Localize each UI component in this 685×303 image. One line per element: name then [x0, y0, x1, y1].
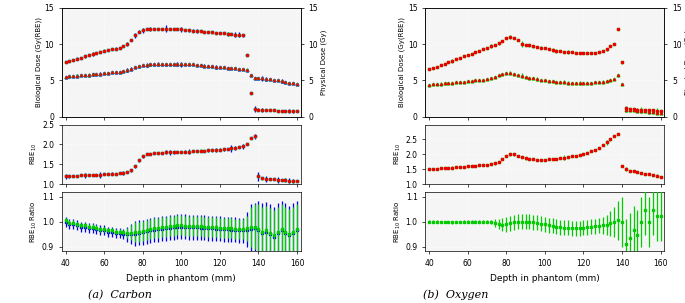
Y-axis label: RBE$_{10}$ Ratio: RBE$_{10}$ Ratio — [393, 200, 403, 243]
X-axis label: Depth in phantom (mm): Depth in phantom (mm) — [490, 274, 600, 283]
Y-axis label: Biological Dose (Gy(RBE)): Biological Dose (Gy(RBE)) — [399, 17, 406, 107]
X-axis label: Depth in phantom (mm): Depth in phantom (mm) — [126, 274, 236, 283]
Y-axis label: RBE$_{10}$: RBE$_{10}$ — [393, 143, 403, 165]
Y-axis label: RBE$_{10}$ Ratio: RBE$_{10}$ Ratio — [29, 200, 39, 243]
Y-axis label: RBE$_{10}$: RBE$_{10}$ — [29, 143, 39, 165]
Text: (a)  Carbon: (a) Carbon — [88, 290, 152, 301]
Text: (b)  Oxygen: (b) Oxygen — [423, 290, 488, 301]
Y-axis label: Physical Dose (Gy): Physical Dose (Gy) — [321, 30, 327, 95]
Y-axis label: Biological Dose (Gy(RBE)): Biological Dose (Gy(RBE)) — [35, 17, 42, 107]
